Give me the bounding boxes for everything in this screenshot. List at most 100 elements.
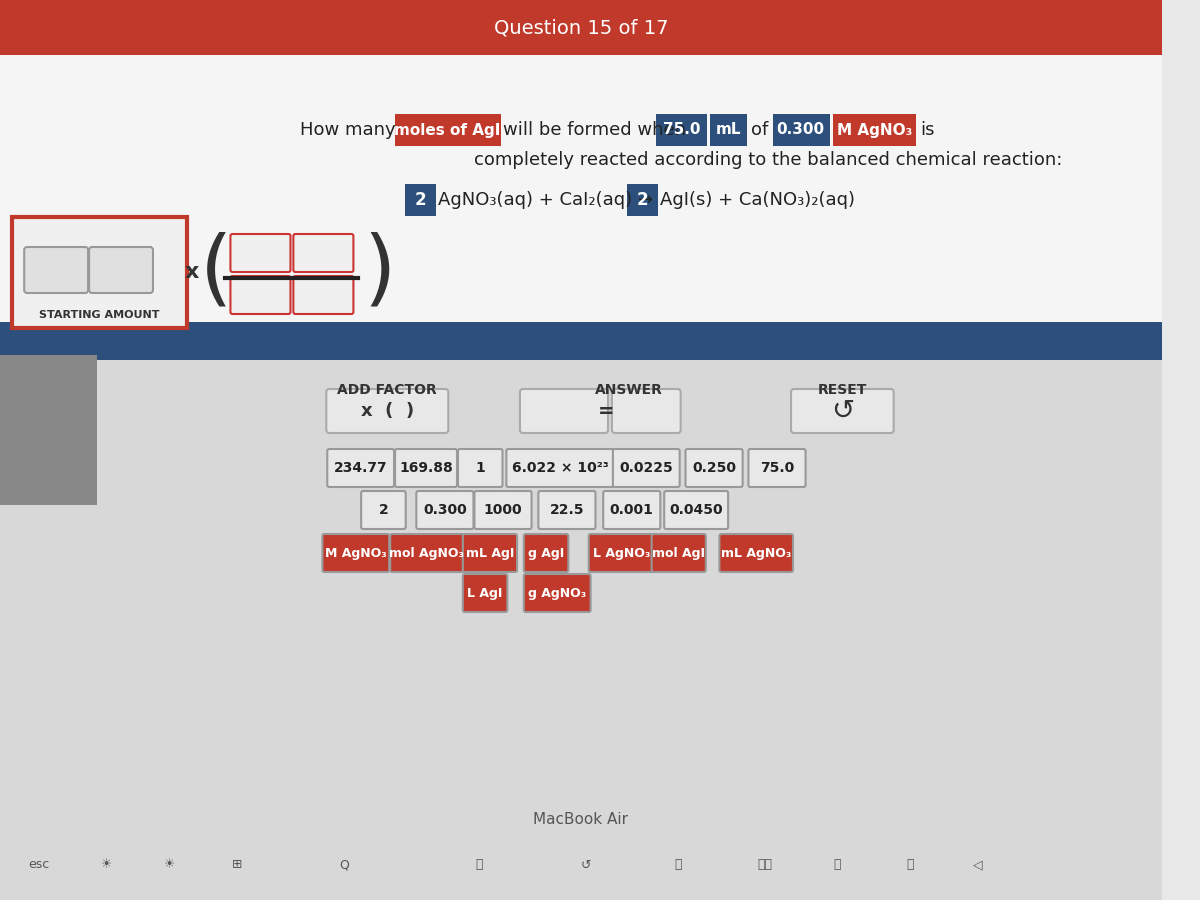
Text: (: (: [199, 232, 232, 313]
Text: 0.001: 0.001: [610, 503, 654, 517]
Text: ): ): [364, 232, 396, 313]
FancyBboxPatch shape: [709, 114, 748, 146]
Text: AgNO₃(aq) + CaI₂(aq) →: AgNO₃(aq) + CaI₂(aq) →: [438, 191, 653, 209]
Text: RESET: RESET: [817, 383, 868, 397]
FancyBboxPatch shape: [361, 491, 406, 529]
FancyBboxPatch shape: [89, 247, 152, 293]
Text: ⏸⏸: ⏸⏸: [757, 859, 773, 871]
FancyBboxPatch shape: [833, 114, 916, 146]
Text: mol AgNO₃: mol AgNO₃: [390, 546, 464, 560]
Text: 0.250: 0.250: [692, 461, 736, 475]
Text: x: x: [185, 262, 199, 282]
Text: 0.0450: 0.0450: [670, 503, 722, 517]
FancyBboxPatch shape: [463, 574, 508, 612]
Text: mL: mL: [715, 122, 740, 138]
FancyBboxPatch shape: [685, 449, 743, 487]
Text: 75.0: 75.0: [760, 461, 794, 475]
Text: ⊞: ⊞: [232, 859, 242, 871]
FancyBboxPatch shape: [416, 491, 474, 529]
FancyBboxPatch shape: [230, 276, 290, 314]
Text: ADD FACTOR: ADD FACTOR: [337, 383, 437, 397]
FancyBboxPatch shape: [458, 449, 503, 487]
FancyBboxPatch shape: [656, 114, 707, 146]
FancyBboxPatch shape: [463, 534, 517, 572]
Text: esc: esc: [28, 859, 49, 871]
Text: ANSWER: ANSWER: [595, 383, 664, 397]
FancyBboxPatch shape: [506, 449, 614, 487]
FancyBboxPatch shape: [0, 322, 1162, 360]
Text: ◁: ◁: [973, 859, 983, 871]
Text: AgI(s) + Ca(NO₃)₂(aq): AgI(s) + Ca(NO₃)₂(aq): [660, 191, 856, 209]
Text: ☀: ☀: [101, 859, 112, 871]
Text: mL AgI: mL AgI: [466, 546, 514, 560]
Text: g AgI: g AgI: [528, 546, 564, 560]
FancyBboxPatch shape: [524, 574, 590, 612]
FancyBboxPatch shape: [24, 247, 88, 293]
Text: L AgI: L AgI: [467, 587, 503, 599]
FancyBboxPatch shape: [719, 534, 793, 572]
Text: L AgNO₃: L AgNO₃: [593, 546, 650, 560]
Text: 6.022 × 10²³: 6.022 × 10²³: [511, 461, 608, 475]
Text: 234.77: 234.77: [334, 461, 388, 475]
FancyBboxPatch shape: [520, 389, 608, 433]
FancyBboxPatch shape: [0, 0, 1162, 55]
Text: STARTING AMOUNT: STARTING AMOUNT: [40, 310, 160, 320]
Text: M AgNO₃: M AgNO₃: [325, 546, 386, 560]
FancyBboxPatch shape: [12, 217, 187, 328]
Text: ↺: ↺: [830, 397, 854, 425]
Text: M AgNO₃: M AgNO₃: [836, 122, 912, 138]
Text: MacBook Air: MacBook Air: [534, 813, 629, 827]
FancyBboxPatch shape: [749, 449, 805, 487]
Text: 22.5: 22.5: [550, 503, 584, 517]
Text: completely reacted according to the balanced chemical reaction:: completely reacted according to the bala…: [474, 151, 1063, 169]
Text: mol AgI: mol AgI: [653, 546, 706, 560]
Text: ⏭: ⏭: [834, 859, 841, 871]
Text: Question 15 of 17: Question 15 of 17: [493, 19, 668, 38]
FancyBboxPatch shape: [791, 389, 894, 433]
FancyBboxPatch shape: [328, 449, 394, 487]
FancyBboxPatch shape: [404, 184, 436, 216]
FancyBboxPatch shape: [604, 491, 660, 529]
FancyBboxPatch shape: [652, 534, 706, 572]
FancyBboxPatch shape: [0, 355, 97, 505]
FancyBboxPatch shape: [524, 534, 569, 572]
Text: will be formed when: will be formed when: [504, 121, 686, 139]
FancyBboxPatch shape: [474, 491, 532, 529]
Text: ⏮: ⏮: [674, 859, 682, 871]
FancyBboxPatch shape: [0, 360, 1162, 900]
Text: x  (  ): x ( ): [361, 402, 414, 420]
Text: 🔊: 🔊: [906, 859, 914, 871]
Text: g AgNO₃: g AgNO₃: [528, 587, 587, 599]
Text: 0.300: 0.300: [424, 503, 467, 517]
FancyBboxPatch shape: [326, 389, 449, 433]
Text: moles of AgI: moles of AgI: [394, 122, 500, 138]
FancyBboxPatch shape: [323, 534, 389, 572]
Text: 1000: 1000: [484, 503, 522, 517]
FancyBboxPatch shape: [589, 534, 655, 572]
Text: 169.88: 169.88: [400, 461, 452, 475]
Text: Q: Q: [338, 859, 349, 871]
Text: How many: How many: [300, 121, 396, 139]
Text: 1: 1: [475, 461, 485, 475]
Text: is: is: [920, 121, 935, 139]
FancyBboxPatch shape: [395, 449, 457, 487]
Text: 0.0225: 0.0225: [619, 461, 673, 475]
Text: 2: 2: [414, 191, 426, 209]
FancyBboxPatch shape: [230, 234, 290, 272]
Text: 75.0: 75.0: [662, 122, 701, 138]
FancyBboxPatch shape: [0, 55, 1162, 350]
Text: of: of: [751, 121, 768, 139]
FancyBboxPatch shape: [773, 114, 829, 146]
Text: ↺: ↺: [581, 859, 592, 871]
FancyBboxPatch shape: [665, 491, 728, 529]
FancyBboxPatch shape: [628, 184, 659, 216]
Text: 2: 2: [637, 191, 649, 209]
FancyBboxPatch shape: [293, 234, 354, 272]
Text: 2: 2: [378, 503, 389, 517]
Text: =: =: [598, 401, 614, 420]
Text: 🎤: 🎤: [475, 859, 484, 871]
FancyBboxPatch shape: [390, 534, 463, 572]
FancyBboxPatch shape: [395, 114, 500, 146]
FancyBboxPatch shape: [293, 276, 354, 314]
FancyBboxPatch shape: [539, 491, 595, 529]
